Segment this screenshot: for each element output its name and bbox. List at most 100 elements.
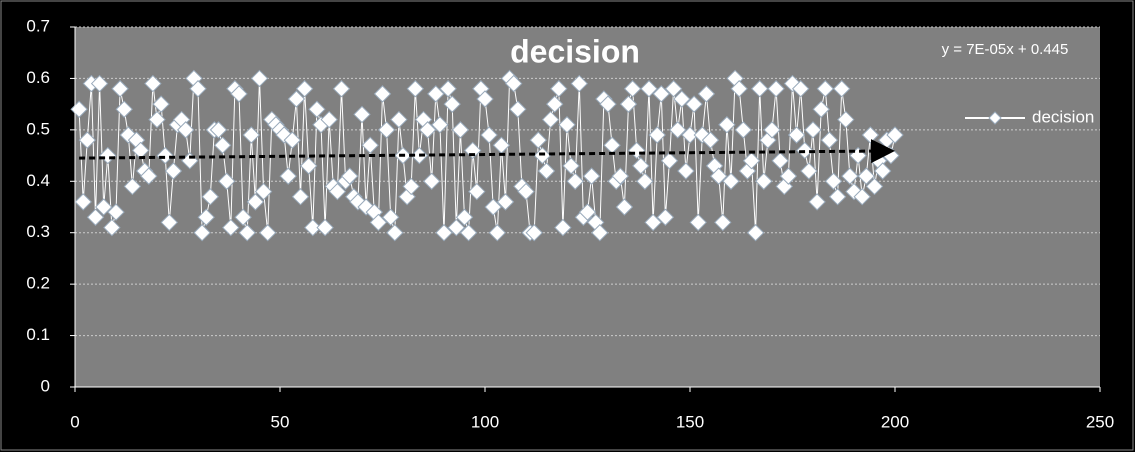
data-point xyxy=(103,218,121,237)
data-point xyxy=(611,167,630,185)
x-tick-label: 100 xyxy=(471,412,499,431)
data-point xyxy=(406,80,425,98)
data-point xyxy=(332,80,351,98)
y-tick-label: 0.3 xyxy=(26,222,50,241)
data-point xyxy=(340,167,359,185)
data-point xyxy=(652,85,671,103)
data-point xyxy=(873,162,892,180)
data-point xyxy=(361,136,379,154)
data-point xyxy=(328,182,347,201)
data-point xyxy=(509,100,527,118)
data-point xyxy=(570,74,589,93)
y-tick-label: 0.4 xyxy=(26,171,50,190)
data-point xyxy=(504,74,523,93)
data-point xyxy=(849,146,867,165)
data-point xyxy=(222,218,240,237)
data-point xyxy=(443,95,461,113)
data-point xyxy=(591,224,609,242)
data-point xyxy=(640,80,658,98)
data-point xyxy=(537,162,556,180)
data-point xyxy=(160,213,179,232)
data-point xyxy=(451,121,470,139)
data-point xyxy=(427,85,445,103)
trendline xyxy=(79,139,895,164)
data-point xyxy=(402,177,420,196)
data-point xyxy=(533,146,552,165)
y-tick-label: 0.2 xyxy=(26,274,50,293)
data-point xyxy=(517,182,535,201)
data-point xyxy=(545,95,564,113)
data-point xyxy=(488,224,507,242)
data-point xyxy=(86,208,105,226)
data-point xyxy=(541,110,560,129)
data-point xyxy=(841,167,859,185)
data-point xyxy=(459,224,478,242)
data-point xyxy=(144,74,162,93)
data-point xyxy=(189,80,207,98)
data-point xyxy=(865,177,884,196)
data-point xyxy=(734,121,753,139)
data-point xyxy=(800,162,818,180)
data-point xyxy=(115,100,133,118)
data-point xyxy=(554,218,572,237)
data-point xyxy=(615,198,634,216)
data-point xyxy=(714,213,732,232)
data-point xyxy=(787,126,806,144)
data-point xyxy=(304,218,322,237)
data-point xyxy=(664,80,683,98)
data-point xyxy=(599,95,617,113)
data-point xyxy=(152,95,170,113)
data-point xyxy=(771,152,789,170)
data-point xyxy=(230,85,248,103)
x-tick-label: 150 xyxy=(676,412,704,431)
data-point xyxy=(861,126,880,144)
data-point xyxy=(381,208,400,226)
data-point xyxy=(373,85,392,103)
data-point xyxy=(386,224,404,242)
data-point xyxy=(250,69,269,88)
data-point xyxy=(529,131,548,149)
data-point xyxy=(193,224,211,242)
data-point xyxy=(201,188,220,206)
data-point xyxy=(722,172,740,190)
data-point xyxy=(632,157,650,175)
data-point xyxy=(238,224,256,242)
data-point xyxy=(619,95,638,113)
data-point xyxy=(578,203,597,221)
data-point xyxy=(283,131,302,149)
data-point xyxy=(816,80,835,98)
data-point xyxy=(308,100,326,118)
data-point xyxy=(291,188,310,206)
data-point xyxy=(299,157,318,175)
data-point xyxy=(689,213,707,232)
data-point xyxy=(804,121,822,139)
data-point xyxy=(390,110,408,129)
data-point xyxy=(176,121,195,139)
trendline-label: y = 7E-05x + 0.445 xyxy=(942,41,1069,58)
data-point xyxy=(832,80,851,98)
data-point xyxy=(709,167,728,185)
data-point xyxy=(148,110,166,129)
data-point xyxy=(697,85,716,103)
data-point xyxy=(316,218,334,237)
legend-marker xyxy=(988,111,1002,125)
y-tick-label: 0.5 xyxy=(26,119,50,138)
data-point xyxy=(197,208,215,226)
data-point xyxy=(480,126,498,144)
data-point xyxy=(90,74,109,93)
data-point xyxy=(566,172,584,190)
data-point xyxy=(234,208,252,226)
data-point xyxy=(644,213,662,232)
data-point xyxy=(123,177,142,196)
y-tick-label: 0.6 xyxy=(26,68,50,87)
data-point xyxy=(418,121,437,139)
data-point xyxy=(857,167,876,185)
data-point xyxy=(808,193,826,211)
data-point xyxy=(468,182,486,201)
data-point xyxy=(853,188,871,206)
data-point xyxy=(78,131,97,149)
data-point xyxy=(755,172,773,190)
data-point xyxy=(767,80,785,98)
data-point xyxy=(627,141,646,160)
data-point xyxy=(258,224,277,242)
